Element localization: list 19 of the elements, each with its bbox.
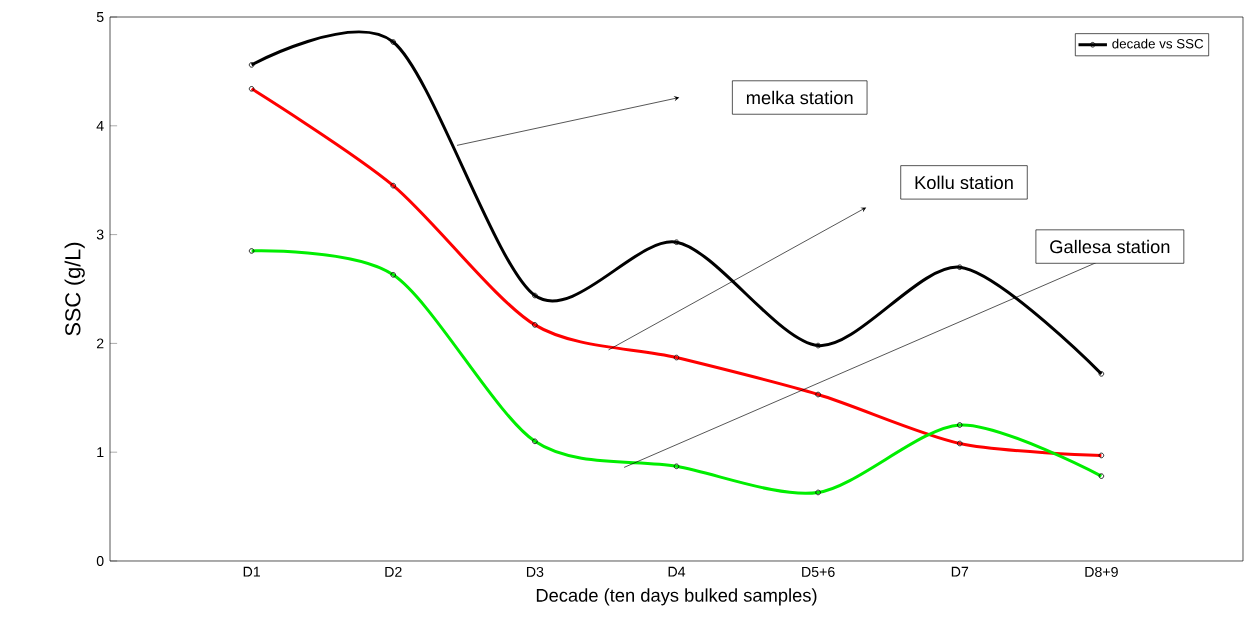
- y-tick-label: 1: [97, 447, 104, 458]
- y-axis-title: SSC (g/L): [64, 242, 85, 336]
- y-tick-label: 4: [96, 120, 104, 131]
- x-tick-label: D7: [951, 566, 969, 577]
- x-tick-label: D3: [526, 566, 544, 577]
- x-tick-label: D5+6: [802, 566, 835, 577]
- y-tick-label: 5: [96, 12, 104, 22]
- x-tick-label: D2: [385, 566, 402, 577]
- x-tick-label: D4: [668, 566, 686, 577]
- y-tick-label: 3: [96, 229, 104, 240]
- y-tick-label: 0: [96, 555, 104, 566]
- annotation: melka station: [746, 90, 853, 105]
- x-tick-label: D8+9: [1085, 566, 1118, 577]
- y-tick-label: 2: [96, 338, 104, 349]
- annotation: Gallesa station: [1050, 239, 1170, 254]
- x-tick-label: D1: [243, 566, 260, 577]
- x-axis-title: Decade (ten days bulked samples): [536, 588, 817, 606]
- legend-label: decade vs SSC: [1112, 38, 1204, 49]
- annotation: Kollu station: [915, 175, 1013, 190]
